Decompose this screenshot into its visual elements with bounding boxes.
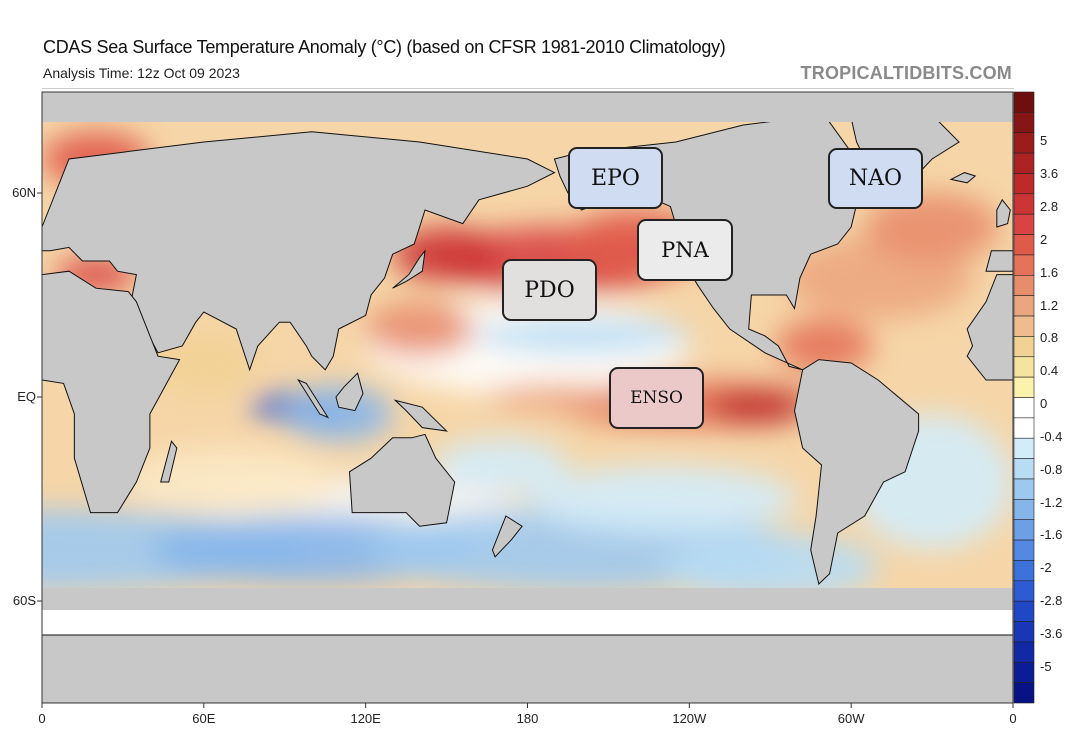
colorbar-bin xyxy=(1013,173,1035,195)
colorbar-bin xyxy=(1013,682,1035,704)
x-tick-label: 120W xyxy=(672,711,707,726)
colorbar-bin xyxy=(1013,254,1035,276)
colorbar-tick-label: 0.8 xyxy=(1040,330,1059,346)
iberia-landmass xyxy=(985,250,1013,272)
colorbar-bin xyxy=(1013,458,1035,480)
index-label-nao: NAO xyxy=(828,148,923,209)
arctic-sea-ice xyxy=(42,92,1013,122)
colorbar-tick-label: 2.8 xyxy=(1040,198,1059,214)
y-tick-label: 60N xyxy=(12,185,36,200)
colorbar-tick-label: 2 xyxy=(1040,231,1048,247)
south-america-landmass xyxy=(794,359,920,585)
colorbar-bin xyxy=(1013,478,1035,500)
colorbar-bin xyxy=(1013,499,1035,521)
colorbar-bin xyxy=(1013,600,1035,622)
sumatra-landmass xyxy=(296,378,330,419)
anomaly-region xyxy=(122,448,339,516)
colorbar-tick-label: -5 xyxy=(1040,658,1052,674)
colorbar-bin xyxy=(1013,152,1035,174)
colorbar-tick-label: 5 xyxy=(1040,133,1048,149)
anomaly-region xyxy=(365,301,474,357)
colorbar-bin xyxy=(1013,234,1035,256)
colorbar-bin xyxy=(1013,397,1035,419)
chart-title: CDAS Sea Surface Temperature Anomaly (°C… xyxy=(43,37,726,57)
anomaly-region xyxy=(473,318,690,353)
borneo-landmass xyxy=(335,372,364,412)
eurasia-landmass xyxy=(42,131,556,372)
iceland-landmass xyxy=(949,172,977,184)
index-label-enso: ENSO xyxy=(609,367,704,429)
colorbar-bin xyxy=(1013,661,1035,683)
colorbar-bin xyxy=(1013,376,1035,398)
colorbar-bin xyxy=(1013,641,1035,663)
y-tick-label: EQ xyxy=(17,389,36,404)
anomaly-region xyxy=(708,390,806,425)
colorbar-bin xyxy=(1013,539,1035,561)
new-zealand-landmass xyxy=(491,515,523,558)
colorbar-tick-label: 1.2 xyxy=(1040,297,1059,313)
colorbar xyxy=(1013,91,1035,704)
japan-landmass xyxy=(392,249,426,289)
index-label-pna: PNA xyxy=(637,219,733,281)
colorbar-tick-label: -3.6 xyxy=(1040,626,1063,642)
colorbar-bin xyxy=(1013,132,1035,154)
colorbar-tick-label: -2 xyxy=(1040,560,1052,576)
africa-east-landmass xyxy=(42,270,181,514)
madagascar-landmass xyxy=(160,440,178,483)
southern-sea-ice xyxy=(42,588,1013,610)
colorbar-tick-label: 3.6 xyxy=(1040,166,1059,182)
colorbar-tick-label: 0 xyxy=(1040,396,1048,412)
colorbar-bin xyxy=(1013,213,1035,235)
new-guinea-landmass xyxy=(393,399,449,432)
x-tick-label: 120E xyxy=(350,711,381,726)
x-tick-label: 0 xyxy=(1009,711,1017,726)
colorbar-bin xyxy=(1013,193,1035,215)
colorbar-bin xyxy=(1013,295,1035,317)
anomaly-region xyxy=(775,318,873,374)
colorbar-bin xyxy=(1013,519,1035,541)
anomaly-region xyxy=(433,437,569,493)
colorbar-tick-label: -0.8 xyxy=(1040,461,1063,477)
colorbar-bin xyxy=(1013,417,1035,439)
uk-landmass xyxy=(996,198,1011,228)
index-label-pdo: PDO xyxy=(502,259,597,321)
antarctica-landmass xyxy=(42,634,1013,703)
colorbar-bin xyxy=(1013,315,1035,337)
colorbar-bin xyxy=(1013,580,1035,602)
colorbar-bin xyxy=(1013,91,1035,113)
colorbar-bin xyxy=(1013,356,1035,378)
colorbar-bin xyxy=(1013,621,1035,643)
colorbar-tick-label: 0.4 xyxy=(1040,363,1059,379)
y-tick-label: 60S xyxy=(12,593,36,608)
x-tick-label: 60E xyxy=(192,711,216,726)
colorbar-tick-label: 1.6 xyxy=(1040,264,1059,280)
x-tick-label: 180 xyxy=(516,711,539,726)
africa-west-landmass xyxy=(966,274,1013,381)
anomaly-region xyxy=(864,193,1000,261)
anomaly-region xyxy=(527,465,798,533)
colorbar-tick-label: -2.8 xyxy=(1040,593,1063,609)
header-divider xyxy=(42,88,1014,89)
brand-watermark: TROPICALTIDBITS.COM xyxy=(800,63,1012,83)
colorbar-bin xyxy=(1013,336,1035,358)
index-label-epo: EPO xyxy=(568,147,663,209)
antarctic-ice-shelf xyxy=(42,610,1013,635)
colorbar-tick-label: -1.2 xyxy=(1040,494,1063,510)
colorbar-bin xyxy=(1013,274,1035,296)
colorbar-bin xyxy=(1013,560,1035,582)
colorbar-tick-label: -1.6 xyxy=(1040,527,1063,543)
analysis-time: Analysis Time: 12z Oct 09 2023 xyxy=(43,65,240,81)
colorbar-bin xyxy=(1013,437,1035,459)
x-tick-label: 0 xyxy=(38,711,46,726)
australia-landmass xyxy=(348,433,456,527)
x-tick-label: 60W xyxy=(837,711,865,726)
colorbar-bin xyxy=(1013,112,1035,134)
colorbar-tick-label: -0.4 xyxy=(1040,428,1063,444)
anomaly-region xyxy=(486,383,622,411)
